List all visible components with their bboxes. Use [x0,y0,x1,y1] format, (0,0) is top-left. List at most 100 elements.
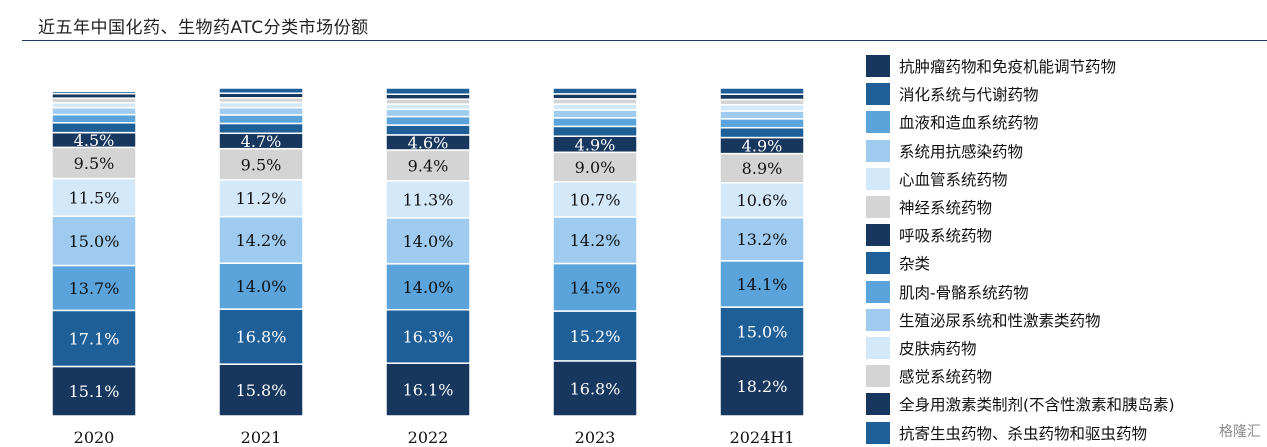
bar-segment [218,114,304,125]
legend-swatch [866,252,890,275]
bar-segment [385,87,471,95]
data-label: 10.7% [570,190,621,209]
data-label: 4.9% [575,135,616,154]
legend-item: 心血管系统药物 [866,165,1266,193]
data-label: 10.6% [737,191,788,210]
data-label: 14.0% [403,278,454,297]
bar-segment [385,103,471,111]
bar-segment [552,103,638,111]
bar-segment [218,179,304,218]
legend-label: 呼吸系统药物 [899,227,993,246]
data-label: 13.7% [69,279,120,298]
bar-segment [51,215,137,267]
bar-segment [385,115,471,126]
data-label: 8.9% [742,159,783,178]
bar-segment [719,355,805,417]
legend-swatch [866,167,890,190]
legend-swatch [866,83,890,106]
legend-label: 感觉系统药物 [899,368,993,387]
data-label: 4.9% [742,137,783,156]
bar-segment [218,101,304,109]
legend-swatch [866,336,890,359]
bar-segment [218,106,304,116]
data-label: 16.3% [403,327,454,346]
x-axis-tick-labels: 2020 2021 2022 2023 2024H1 [74,428,795,447]
bar-segment [51,122,137,134]
data-label: 11.2% [236,189,287,208]
legend-item: 肌肉-骨骼系统药物 [866,278,1266,306]
bar-segment [719,306,805,358]
legend-swatch [866,196,890,219]
x-tick-label: 2023 [575,428,616,447]
x-tick-label: 2022 [408,428,449,447]
data-label: 16.1% [403,381,454,400]
data-label: 4.5% [74,131,115,150]
bar-segment [51,365,137,417]
bar-segment [552,216,638,265]
legend-label: 生殖泌尿系统和性激素类药物 [899,311,1101,330]
bar-segment [218,308,304,365]
data-label: 16.8% [236,328,287,347]
x-tick-label: 2024H1 [730,428,795,447]
legend-label: 肌肉-骨骼系统药物 [899,283,1029,302]
data-label: 16.8% [570,379,621,398]
bar-segment [719,152,805,184]
bar-segment [552,125,638,137]
legend-label: 神经系统药物 [899,199,993,218]
bar-segment [385,149,471,182]
stacked-bar-chart: 15.1% 17.1% 13.7% 15.0% 11.5% 9.5% 4.5% 15.8% 16… [51,87,805,447]
data-label: 17.1% [69,329,120,348]
bar-segment [719,103,805,112]
bar-segment [218,87,304,94]
legend-swatch [866,280,890,303]
data-label: 15.1% [69,382,120,401]
bar-segment [385,308,471,364]
bar-segment [719,98,805,106]
bar-segment [719,110,805,120]
data-label: 14.0% [403,232,454,251]
legend-item: 抗肿瘤药物和免疫机能调节药物 [866,52,1266,80]
data-label: 11.5% [69,188,120,207]
legend-label: 系统用抗感染药物 [899,142,1024,161]
legend-item: 抗寄生虫药物、杀虫药物和驱虫药物 [866,418,1266,446]
legend-label: 消化系统与代谢药物 [899,86,1039,105]
watermark-text: 格隆汇 [1219,424,1261,440]
legend-item: 生殖泌尿系统和性激素类药物 [866,306,1266,334]
bar-segment [385,180,471,219]
bar-segment [552,87,638,95]
legend-swatch [866,55,890,78]
legend-swatch [866,224,890,247]
x-tick-label: 2021 [241,428,282,447]
bar-segment [552,262,638,312]
data-label: 11.3% [403,190,454,209]
data-label: 13.2% [737,230,788,249]
legend-label: 抗寄生虫药物、杀虫药物和驱虫药物 [899,424,1148,443]
legend-swatch [866,365,890,388]
data-label: 15.2% [570,327,621,346]
bar-segment [719,216,805,262]
legend-item: 全身用激素类制剂(不含性激素和胰岛素) [866,390,1266,418]
data-label: 14.2% [570,231,621,250]
legend-label: 皮肤病药物 [899,339,977,358]
data-label: 15.0% [69,232,120,251]
data-label: 15.8% [236,381,287,400]
bar-segment [385,108,471,118]
data-label: 15.0% [737,323,788,342]
legend-label: 抗肿瘤药物和免疫机能调节药物 [899,58,1117,77]
bar-segment [51,264,137,312]
title-divider [22,40,1267,41]
legend-swatch [866,393,890,416]
data-label: 4.7% [241,132,282,151]
legend-item: 系统用抗感染药物 [866,137,1266,165]
legend-label: 全身用激素类制剂(不含性激素和胰岛素) [899,396,1175,415]
legend-item: 感觉系统药物 [866,362,1266,390]
bar-segment [51,146,137,180]
bar-stacks: 15.1% 17.1% 13.7% 15.0% 11.5% 9.5% 4.5% 15.8% 16… [51,87,805,417]
data-label: 14.0% [236,277,287,296]
data-label: 4.6% [408,133,449,152]
legend-swatch [866,139,890,162]
data-label: 18.2% [737,377,788,396]
bar-segment [385,362,471,417]
bar-segment [218,122,304,135]
bar-segment [552,98,638,105]
